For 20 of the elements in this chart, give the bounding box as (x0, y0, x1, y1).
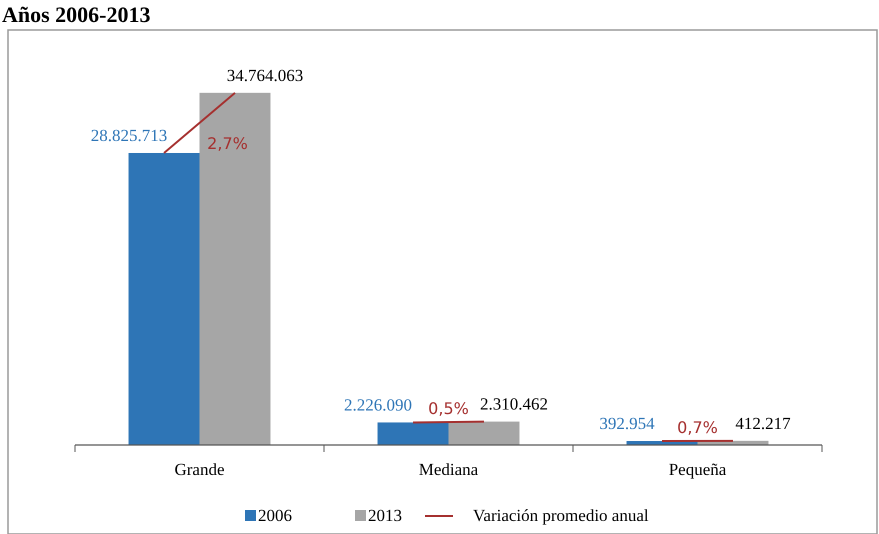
legend-label: 2006 (258, 506, 292, 525)
bar (378, 422, 448, 445)
chart-title: Años 2006-2013 (2, 2, 151, 27)
data-label: 412.217 (735, 414, 792, 433)
text: Variación promedio anual (473, 506, 649, 525)
annotation: 0,7% (677, 418, 718, 437)
legend-label: 2013 (368, 506, 402, 525)
data-label: 392.954 (599, 414, 656, 434)
x-tick-label: Mediana (418, 460, 479, 479)
bar (128, 152, 200, 445)
annotation: 2,7% (207, 134, 248, 153)
x-tick-label: Pequeña (668, 460, 727, 479)
bar (200, 92, 270, 445)
bar (448, 422, 520, 445)
data-label: 28.825.713 (90, 126, 168, 145)
data-label: 2.226.090 (344, 395, 412, 414)
x-tick-label: Grande (174, 460, 225, 479)
annotation: 0,5% (428, 399, 469, 418)
data-label: 34.764.063 (226, 66, 304, 85)
data-label: 2.310.462 (480, 394, 548, 414)
